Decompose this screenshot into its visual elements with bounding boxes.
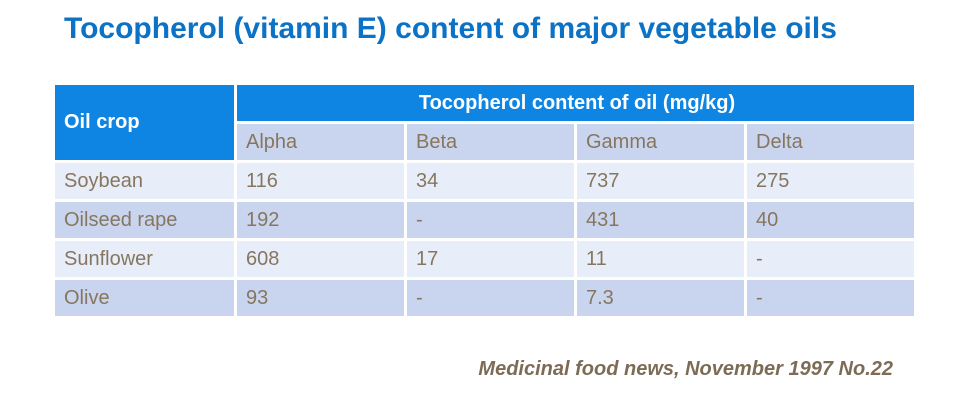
- data-cell: -: [407, 202, 574, 238]
- column-header-beta: Beta: [407, 124, 574, 160]
- data-cell: 116: [237, 163, 404, 199]
- header-row-group: Oil crop Tocopherol content of oil (mg/k…: [55, 85, 914, 160]
- corner-header-oil-crop: Oil crop: [55, 85, 234, 160]
- table-row-sunflower: Sunflower 608 17 11 -: [55, 241, 914, 277]
- source-citation: Medicinal food news, November 1997 No.22: [478, 358, 893, 380]
- column-header-alpha: Alpha: [237, 124, 404, 160]
- data-cell: -: [407, 280, 574, 316]
- data-cell: 608: [237, 241, 404, 277]
- data-cell: 40: [747, 202, 914, 238]
- data-cell: 192: [237, 202, 404, 238]
- data-cell: 34: [407, 163, 574, 199]
- row-label: Sunflower: [55, 241, 234, 277]
- data-cell: 7.3: [577, 280, 744, 316]
- table-row-oilseed-rape: Oilseed rape 192 - 431 40: [55, 202, 914, 238]
- data-cell: 431: [577, 202, 744, 238]
- data-cell: 17: [407, 241, 574, 277]
- column-header-delta: Delta: [747, 124, 914, 160]
- row-label: Soybean: [55, 163, 234, 199]
- data-cell: -: [747, 280, 914, 316]
- row-label: Olive: [55, 280, 234, 316]
- data-cell: 275: [747, 163, 914, 199]
- data-cell: 11: [577, 241, 744, 277]
- table-row-olive: Olive 93 - 7.3 -: [55, 280, 914, 316]
- column-header-gamma: Gamma: [577, 124, 744, 160]
- row-label: Oilseed rape: [55, 202, 234, 238]
- data-cell: 737: [577, 163, 744, 199]
- table-row-soybean: Soybean 116 34 737 275: [55, 163, 914, 199]
- header-row-columns: Alpha Beta Gamma Delta: [55, 124, 914, 160]
- data-cell: 93: [237, 280, 404, 316]
- data-cell: -: [747, 241, 914, 277]
- tocopherol-table: Oil crop Tocopherol content of oil (mg/k…: [52, 82, 917, 319]
- page-title: Tocopherol (vitamin E) content of major …: [64, 12, 837, 45]
- group-header-tocopherol-content: Tocopherol content of oil (mg/kg): [237, 85, 914, 121]
